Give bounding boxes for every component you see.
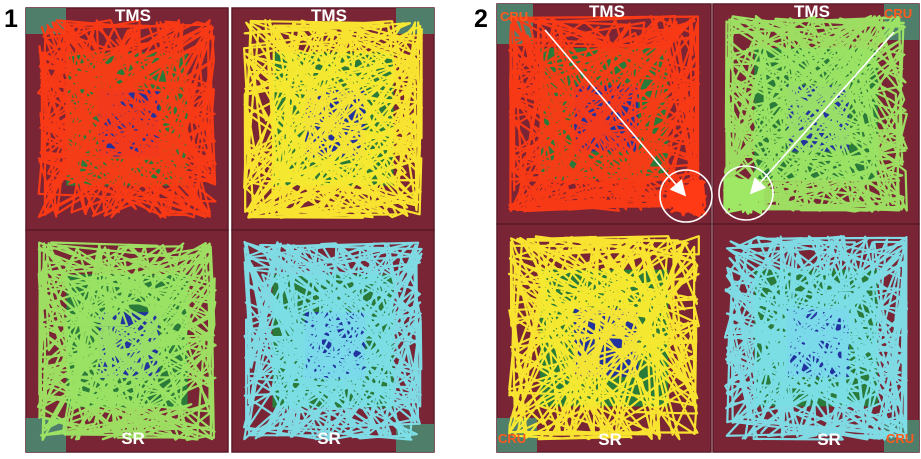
panel-1-top-right-yellow-trace bbox=[243, 19, 423, 219]
panel-2-cru-top-left: CRU bbox=[500, 9, 528, 24]
panel-2-circle-left bbox=[659, 169, 713, 223]
panel-2-red-cluster bbox=[666, 179, 707, 218]
panel-2-bottom-left-label: SR bbox=[598, 430, 622, 449]
panel-2-top-right-green-trace bbox=[723, 14, 908, 213]
panel-1-bottom-right-label: SR bbox=[317, 429, 341, 448]
panel-2-arrow-left bbox=[544, 29, 687, 197]
panel-1-bottom-left-label: SR bbox=[121, 429, 145, 448]
panel-2-top-left-label: TMS bbox=[589, 2, 625, 21]
panel-1-bottom-left-green-trace bbox=[37, 241, 217, 441]
panel-1-bottom-right-cyan-trace bbox=[243, 240, 423, 441]
panel-2-bottom-left-yellow-trace bbox=[507, 235, 700, 441]
panel-2-bottom-right-label: SR bbox=[817, 430, 841, 449]
panel-1-top-left-label: TMS bbox=[115, 6, 151, 25]
panel-2-top-left-red-trace bbox=[508, 15, 700, 213]
overlay-layer bbox=[544, 29, 895, 223]
panel-2-circle-right bbox=[718, 165, 774, 221]
panel-1-number: 1 bbox=[4, 5, 18, 33]
panel-2-green-cluster bbox=[723, 176, 765, 215]
panel-2-top-right-label: TMS bbox=[794, 2, 830, 21]
panel-2-cru-bottom-right: CRU bbox=[886, 431, 914, 446]
panel-2-number: 2 bbox=[474, 5, 488, 33]
panel-2-cru-top-right: CRU bbox=[884, 6, 912, 21]
panel-2-cru-bottom-left: CRU bbox=[498, 431, 526, 446]
panel-2-bottom-right-cyan-trace bbox=[723, 235, 909, 441]
panel-1-top-left-red-trace bbox=[37, 19, 217, 219]
panel-1-top-right-label: TMS bbox=[311, 6, 347, 25]
trace-layer bbox=[37, 14, 909, 441]
text-layer: 1 2 TMS TMS SR SR TMS TMS SR SR CRU CRU … bbox=[4, 2, 914, 449]
panel-2-arrow-right bbox=[749, 31, 895, 195]
